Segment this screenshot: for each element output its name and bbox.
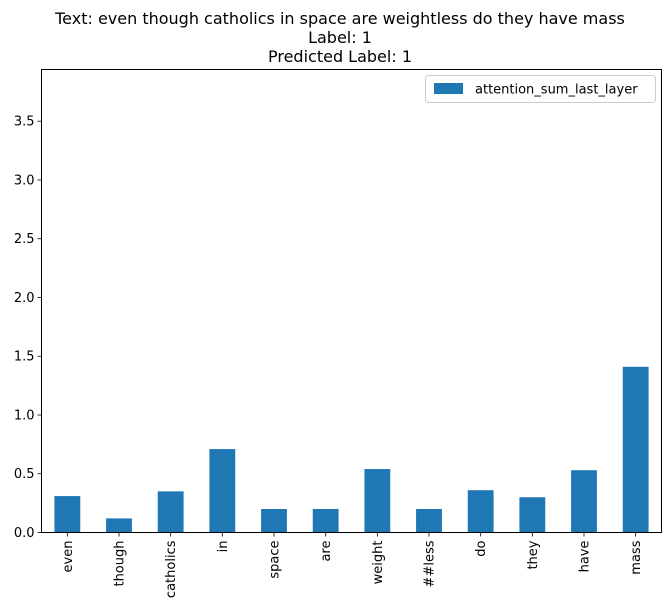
x-tick-label: mass (629, 540, 644, 574)
bar-1 (106, 518, 132, 533)
x-axis: even though catholics in space are weight ##les… (61, 532, 644, 598)
bar-6 (364, 469, 391, 533)
bar-3 (209, 449, 236, 533)
bar-7 (416, 508, 442, 533)
x-tick-label: they (526, 540, 541, 569)
chart-title: Text: even though catholics in space are… (54, 9, 625, 66)
x-tick-label: though (113, 541, 128, 587)
bar-9 (519, 497, 546, 533)
title-line: Predicted Label: 1 (268, 47, 412, 66)
bar-11 (622, 366, 649, 533)
legend-swatch (434, 83, 463, 94)
y-tick-label: 0.5 (14, 467, 35, 482)
x-tick-label: weight (371, 541, 386, 585)
bars (54, 366, 649, 533)
x-tick-label: in (216, 541, 231, 553)
plot-frame (41, 69, 662, 533)
y-axis: 0.0 0.5 1.0 1.5 2.0 2.5 3.0 3.5 (14, 115, 42, 541)
title-line: Label: 1 (308, 28, 372, 47)
x-tick-label: are (319, 541, 334, 562)
x-tick-label: catholics (164, 540, 179, 598)
bar-8 (467, 490, 494, 533)
bar-5 (312, 508, 339, 533)
x-tick-label: space (268, 541, 283, 579)
y-tick-label: 2.0 (14, 291, 35, 306)
y-tick-label: 2.5 (14, 232, 35, 247)
x-tick-label: do (474, 540, 489, 556)
x-tick-label: even (61, 541, 76, 573)
bar-0 (54, 496, 81, 533)
title-line: Text: even though catholics in space are… (54, 9, 625, 28)
y-tick-label: 1.5 (14, 350, 35, 365)
y-tick-label: 0.0 (14, 526, 35, 541)
bar-10 (571, 470, 597, 533)
bar-4 (261, 508, 287, 533)
legend: attention_sum_last_layer (425, 75, 656, 103)
y-tick-label: 3.0 (14, 173, 35, 188)
legend-box (425, 75, 656, 103)
bar-2 (157, 491, 184, 533)
y-tick-label: 1.0 (14, 408, 35, 423)
y-tick-label: 3.5 (14, 115, 35, 130)
legend-label: attention_sum_last_layer (475, 83, 638, 98)
x-tick-label: ##less (423, 540, 438, 587)
x-tick-label: have (578, 541, 593, 573)
